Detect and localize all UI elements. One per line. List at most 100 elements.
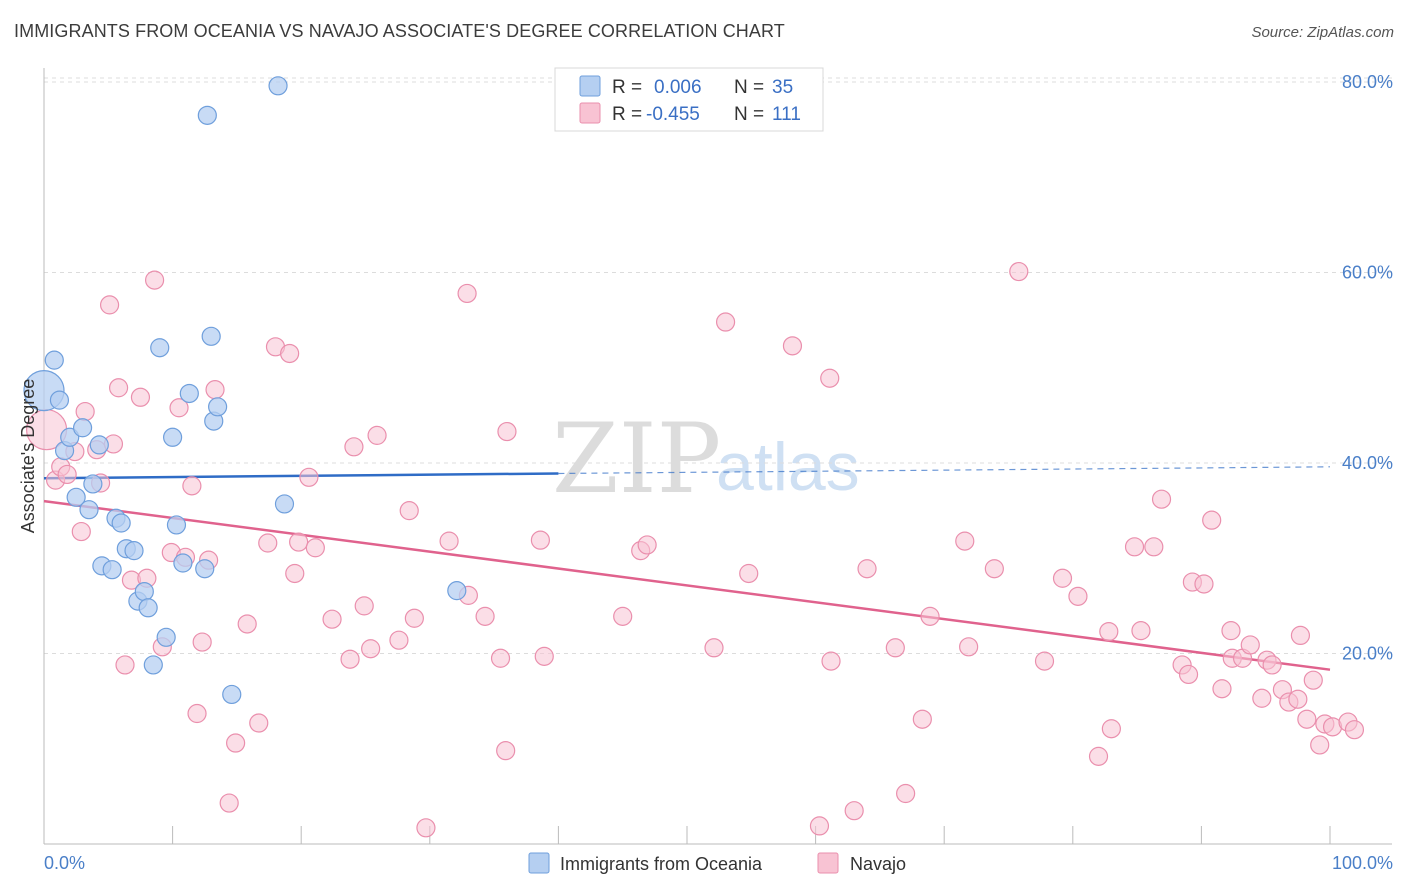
series-legend-label-oceania: Immigrants from Oceania	[560, 854, 763, 874]
navajo-point	[809, 816, 830, 836]
navajo-point	[305, 538, 325, 558]
legend-n-label-navajo: N =	[734, 104, 764, 125]
navajo-point	[457, 283, 477, 304]
navajo-point	[920, 606, 940, 626]
navajo-point	[497, 421, 517, 442]
navajo-point	[1310, 735, 1330, 755]
oceania-point	[208, 397, 228, 417]
navajo-point	[1009, 261, 1029, 282]
navajo-point	[99, 295, 120, 315]
navajo-point	[354, 596, 374, 616]
oceania-point	[138, 598, 158, 618]
navajo-point	[820, 368, 840, 388]
navajo-point	[637, 535, 657, 555]
oceania-point	[124, 541, 144, 561]
oceania-point	[447, 581, 467, 601]
navajo-point	[739, 563, 759, 584]
navajo-point	[1202, 510, 1222, 530]
legend-r-value-oceania: 0.006	[654, 77, 702, 98]
navajo-point	[439, 531, 459, 551]
navajo-point	[258, 533, 278, 553]
navajo-point	[844, 801, 864, 821]
oceania-point	[274, 494, 295, 514]
legend-r-label-oceania: R =	[612, 77, 642, 98]
navajo-point	[1288, 689, 1308, 709]
x-tick-label-max: 100.0%	[1332, 853, 1393, 873]
navajo-point	[57, 464, 77, 485]
stats-legend: R = 0.006 N = 35 R = -0.455 N = 111	[554, 67, 824, 132]
navajo-point	[169, 398, 189, 418]
navajo-point	[782, 336, 803, 356]
y-tick-label: 60.0%	[1342, 263, 1393, 283]
oceania-point	[156, 627, 176, 647]
navajo-point	[857, 559, 877, 579]
navajo-point	[1303, 670, 1323, 690]
legend-n-value-navajo: 111	[772, 104, 801, 125]
navajo-point	[1124, 537, 1145, 557]
oceania-point	[49, 390, 70, 410]
navajo-point	[205, 380, 225, 400]
navajo-point	[984, 559, 1004, 579]
navajo-point	[187, 703, 207, 724]
navajo-point	[289, 532, 309, 552]
navajo-point	[1297, 709, 1317, 729]
navajo-point	[237, 614, 257, 634]
navajo-point	[219, 793, 239, 813]
navajo-point	[496, 741, 516, 761]
y-tick-label: 80.0%	[1342, 72, 1393, 92]
navajo-point	[1290, 625, 1311, 646]
navajo-point	[1221, 621, 1241, 641]
navajo-point	[340, 649, 360, 669]
navajo-point	[1068, 586, 1088, 606]
navajo-point	[226, 733, 246, 753]
navajo-point	[299, 467, 319, 487]
navajo-point	[182, 476, 202, 496]
navajo-point	[367, 425, 387, 445]
series-legend-swatch-navajo	[817, 852, 839, 874]
navajo-point	[1151, 489, 1172, 509]
oceania-point	[268, 76, 288, 96]
navajo-point	[108, 378, 129, 398]
navajo-point	[490, 648, 511, 668]
navajo-point	[1252, 688, 1272, 708]
oceania-point	[222, 684, 242, 705]
oceania-point	[66, 487, 86, 507]
series-legend-label-navajo: Navajo	[850, 854, 906, 874]
navajo-point	[1262, 655, 1282, 675]
navajo-point	[144, 270, 165, 290]
chart-source: Source: ZipAtlas.com	[1251, 24, 1394, 41]
navajo-point	[1344, 720, 1365, 740]
y-tick-label: 20.0%	[1342, 644, 1393, 664]
y-axis-title: Associate's Degree	[18, 379, 38, 534]
legend-r-value-navajo: -0.455	[646, 104, 700, 125]
oceania-points	[23, 76, 467, 705]
trend-line-oceania-extension	[558, 466, 1331, 475]
navajo-point	[534, 646, 554, 666]
navajo-point	[613, 606, 633, 626]
y-tick-labels: 20.0% 40.0% 60.0% 80.0%	[1342, 72, 1393, 664]
y-tick-label: 40.0%	[1342, 453, 1393, 473]
oceania-point	[60, 427, 80, 447]
navajo-point	[1131, 621, 1151, 641]
navajo-point	[130, 387, 151, 407]
watermark-zip: ZIP	[552, 403, 721, 515]
navajo-point	[71, 521, 91, 542]
oceania-point	[89, 435, 109, 455]
navajo-point	[249, 713, 269, 733]
legend-swatch-oceania	[579, 75, 601, 97]
navajo-point	[322, 609, 342, 629]
oceania-point	[44, 350, 64, 370]
navajo-point	[955, 531, 975, 551]
navajo-point	[821, 651, 841, 671]
legend-swatch-navajo	[579, 102, 601, 124]
navajo-point	[912, 709, 932, 729]
navajo-point	[1240, 635, 1260, 655]
series-legend: Immigrants from Oceania Navajo	[528, 852, 906, 874]
navajo-point	[885, 638, 905, 658]
chart-title: IMMIGRANTS FROM OCEANIA VS NAVAJO ASSOCI…	[14, 21, 785, 41]
oceania-point	[79, 500, 99, 520]
oceania-point	[111, 513, 131, 533]
navajo-point	[75, 401, 95, 422]
oceania-point	[179, 383, 199, 404]
